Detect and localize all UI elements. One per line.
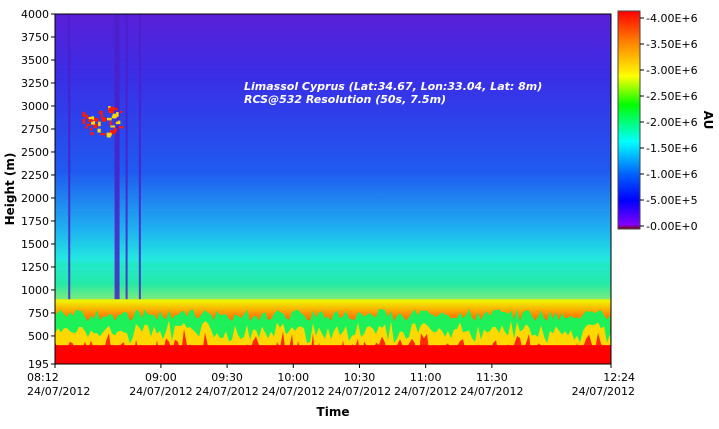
cloud-pixel (116, 111, 119, 117)
cloud-pixel (111, 106, 115, 111)
y-tick-label: 3000 (21, 100, 49, 113)
y-tick-label: 500 (28, 330, 49, 343)
colorbar-tick-label: -3.50E+6 (646, 38, 698, 51)
colorbar-tick-label: -0.00E+0 (646, 220, 698, 233)
y-tick-label: 3500 (21, 54, 49, 67)
x-tick-date: 24/07/2012 (129, 385, 192, 398)
y-tick-label: 1500 (21, 238, 49, 251)
cloud-pixel (108, 107, 113, 112)
x-tick-date: 24/07/2012 (328, 385, 391, 398)
cloud-pixel (82, 118, 86, 124)
cloud-pixel (106, 117, 112, 121)
colorbar-tick-label: -4.00E+6 (646, 12, 698, 25)
cloud-pixel (111, 130, 116, 135)
cloud-pixel (99, 110, 103, 114)
plot-frame (54, 13, 612, 365)
colorbar-gradient (617, 10, 641, 230)
y-tick-label: 3250 (21, 77, 49, 90)
y-tick-label: 1000 (21, 284, 49, 297)
cloud-pixel (110, 125, 116, 128)
x-tick-time: 08:12 (27, 371, 59, 384)
x-tick-time: 09:30 (211, 371, 243, 384)
cloud-pixel (82, 111, 86, 117)
y-tick-label: 4000 (21, 8, 49, 21)
colorbar-tick-label: -2.00E+6 (646, 116, 698, 129)
y-tick-label: 2500 (21, 146, 49, 159)
cloud-pixel (117, 120, 121, 125)
cloud-pixel (115, 121, 119, 125)
annotation-location: Limassol Cyprus (Lat:34.67, Lon:33.04, L… (244, 80, 542, 93)
cloud-pixel (88, 119, 93, 122)
cloud-pixel (100, 133, 106, 136)
heatmap-background (55, 14, 611, 364)
cloud-pixel (91, 120, 96, 125)
x-tick-time: 12:24 (603, 371, 635, 384)
y-tick-label: 750 (28, 307, 49, 320)
cloud-pixel (109, 130, 113, 135)
x-tick-time: 09:00 (145, 371, 177, 384)
cloud-pixel (113, 128, 117, 132)
cloud-pixel (100, 113, 103, 119)
colorbar-label: AU (701, 111, 715, 130)
heatmap-area (55, 14, 611, 364)
cloud-pixel (86, 123, 91, 127)
cloud-pixel (88, 116, 92, 121)
annotation-resolution: RCS@532 Resolution (50s, 7.5m) (244, 93, 446, 106)
cloud-pixel (89, 128, 93, 131)
x-tick-date: 24/07/2012 (27, 385, 90, 398)
cloud-pixel (85, 114, 89, 119)
colorbar-tick-label: -1.00E+6 (646, 168, 698, 181)
data-gap-column (125, 14, 128, 300)
cloud-pixel (109, 120, 112, 126)
cloud-pixel (120, 110, 123, 113)
x-tick-date: 24/07/2012 (572, 385, 635, 398)
cloud-pixel (90, 132, 94, 136)
cloud-pixel (97, 128, 101, 133)
x-tick-time: 10:00 (277, 371, 309, 384)
cloud-pixel (91, 116, 95, 121)
y-axis: 195 500 750 1000 1250 1500 1750 2000 2250 2500 275… (21, 8, 55, 371)
colorbar-tick-label: -2.50E+6 (646, 90, 698, 103)
x-axis: 08:1224/07/201209:0024/07/201209:3024/07… (27, 364, 635, 398)
colorbar-tick-label: -3.00E+6 (646, 64, 698, 77)
y-tick-label: 3750 (21, 31, 49, 44)
cloud-pixel (114, 107, 118, 111)
colorbar: -4.00E+6 -3.50E+6 -3.00E+6 -2.50E+6 -2.00E+6… (617, 10, 715, 233)
y-tick-label: 2750 (21, 123, 49, 136)
cloud-pixel (118, 126, 124, 129)
aerosol-layers (55, 14, 611, 364)
y-tick-label: 1750 (21, 215, 49, 228)
x-tick-time: 10:30 (344, 371, 376, 384)
cloud-pixel (112, 113, 117, 119)
y-tick-label: 195 (28, 358, 49, 371)
y-tick-label: 1250 (21, 261, 49, 274)
cloud-pixel (111, 115, 115, 119)
y-tick-label: 2250 (21, 169, 49, 182)
data-gap-column (138, 14, 141, 300)
x-axis-title: Time (317, 405, 350, 419)
surface-layer (55, 345, 611, 364)
y-tick-label: 2000 (21, 192, 49, 205)
cloud-pixel (98, 121, 101, 127)
x-tick-date: 24/07/2012 (394, 385, 457, 398)
data-gap-column (114, 14, 120, 300)
colorbar-tick-label: -5.00E+5 (646, 194, 698, 207)
colorbar-ticks: -4.00E+6 -3.50E+6 -3.00E+6 -2.50E+6 -2.00E+6… (640, 12, 698, 233)
cloud-pixel (101, 117, 107, 122)
x-tick-time: 11:30 (476, 371, 508, 384)
cloud-pixel (93, 123, 98, 129)
x-tick-date: 24/07/2012 (262, 385, 325, 398)
aerosol-layer (55, 266, 611, 300)
x-tick-time: 11:00 (410, 371, 442, 384)
cloud-pixel (85, 126, 88, 129)
data-gap-column (68, 14, 71, 300)
colorbar-tick-label: -1.50E+6 (646, 142, 698, 155)
x-tick-date: 24/07/2012 (195, 385, 258, 398)
cloud-pixel (93, 117, 99, 122)
y-axis-title: Height (m) (3, 153, 17, 226)
x-tick-date: 24/07/2012 (460, 385, 523, 398)
cloud-pixel (106, 132, 111, 138)
